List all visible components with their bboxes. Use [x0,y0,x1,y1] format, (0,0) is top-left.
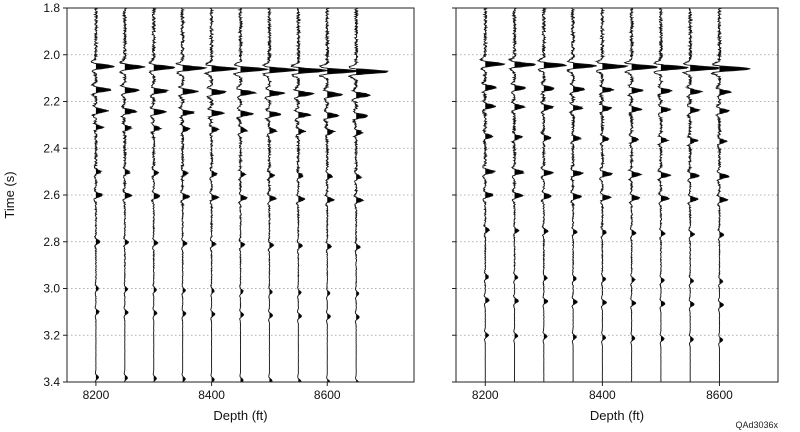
trace-wiggle-8500 [652,7,689,383]
trace-wiggle-8300 [148,7,176,383]
y-tick-label: 3.2 [43,328,60,342]
trace-wiggle-8600 [318,7,359,383]
y-tick-label: 2.4 [43,141,60,155]
x-tick-label: 8600 [706,388,733,402]
trace-wiggle-8650 [348,7,389,383]
y-axis-title: Time (s) [2,171,17,218]
trace-wiggle-8500 [261,7,299,383]
trace-wiggle-8300 [536,7,567,383]
trace-wiggle-8350 [566,7,597,383]
trace-wiggle-8200 [90,7,115,383]
x-axis-title: Depth (ft) [213,408,267,423]
x-axis-title: Depth (ft) [590,408,644,423]
x-tick-label: 8400 [198,388,225,402]
y-tick-label: 1.8 [43,1,60,15]
x-tick-label: 8200 [472,388,499,402]
trace-wiggle-8250 [507,7,537,383]
trace-wiggle-8200 [478,7,506,383]
y-tick-label: 2.2 [43,95,60,109]
trace-wiggle-8350 [175,7,208,383]
y-tick-label: 2.0 [43,48,60,62]
trace-wiggle-8550 [681,7,721,383]
y-tick-label: 2.6 [43,188,60,202]
trace-fill-8200 [485,8,505,382]
left-panel: 1.8 2.0 2.2 2.4 2.6 2.8 3.0 3.2 3.4 8200 8400 8600 D… [2,1,415,423]
x-tick-label: 8600 [314,388,341,402]
x-tick-label: 8200 [83,388,110,402]
trace-wiggle-8400 [594,7,629,383]
right-panel: 8200 8400 8600 Depth (ft) [452,7,779,423]
trace-wiggle-8450 [623,7,658,383]
y-tick-label: 2.8 [43,235,60,249]
y-tick-label: 3.4 [43,375,60,389]
trace-wiggle-8600 [710,7,751,383]
figure-id-label: QAd3036x [735,420,778,430]
trace-wiggle-8550 [290,7,329,383]
trace-fill-8300 [543,8,567,382]
y-tick-label: 3.0 [43,282,60,296]
trace-fill-8250 [514,8,536,382]
trace-wiggle-8400 [203,7,238,383]
trace-wiggle-8450 [233,7,270,383]
trace-fill-8250 [124,8,146,382]
trace-fill-8200 [95,8,115,382]
trace-wiggle-8250 [118,7,146,383]
x-tick-label: 8400 [589,388,616,402]
